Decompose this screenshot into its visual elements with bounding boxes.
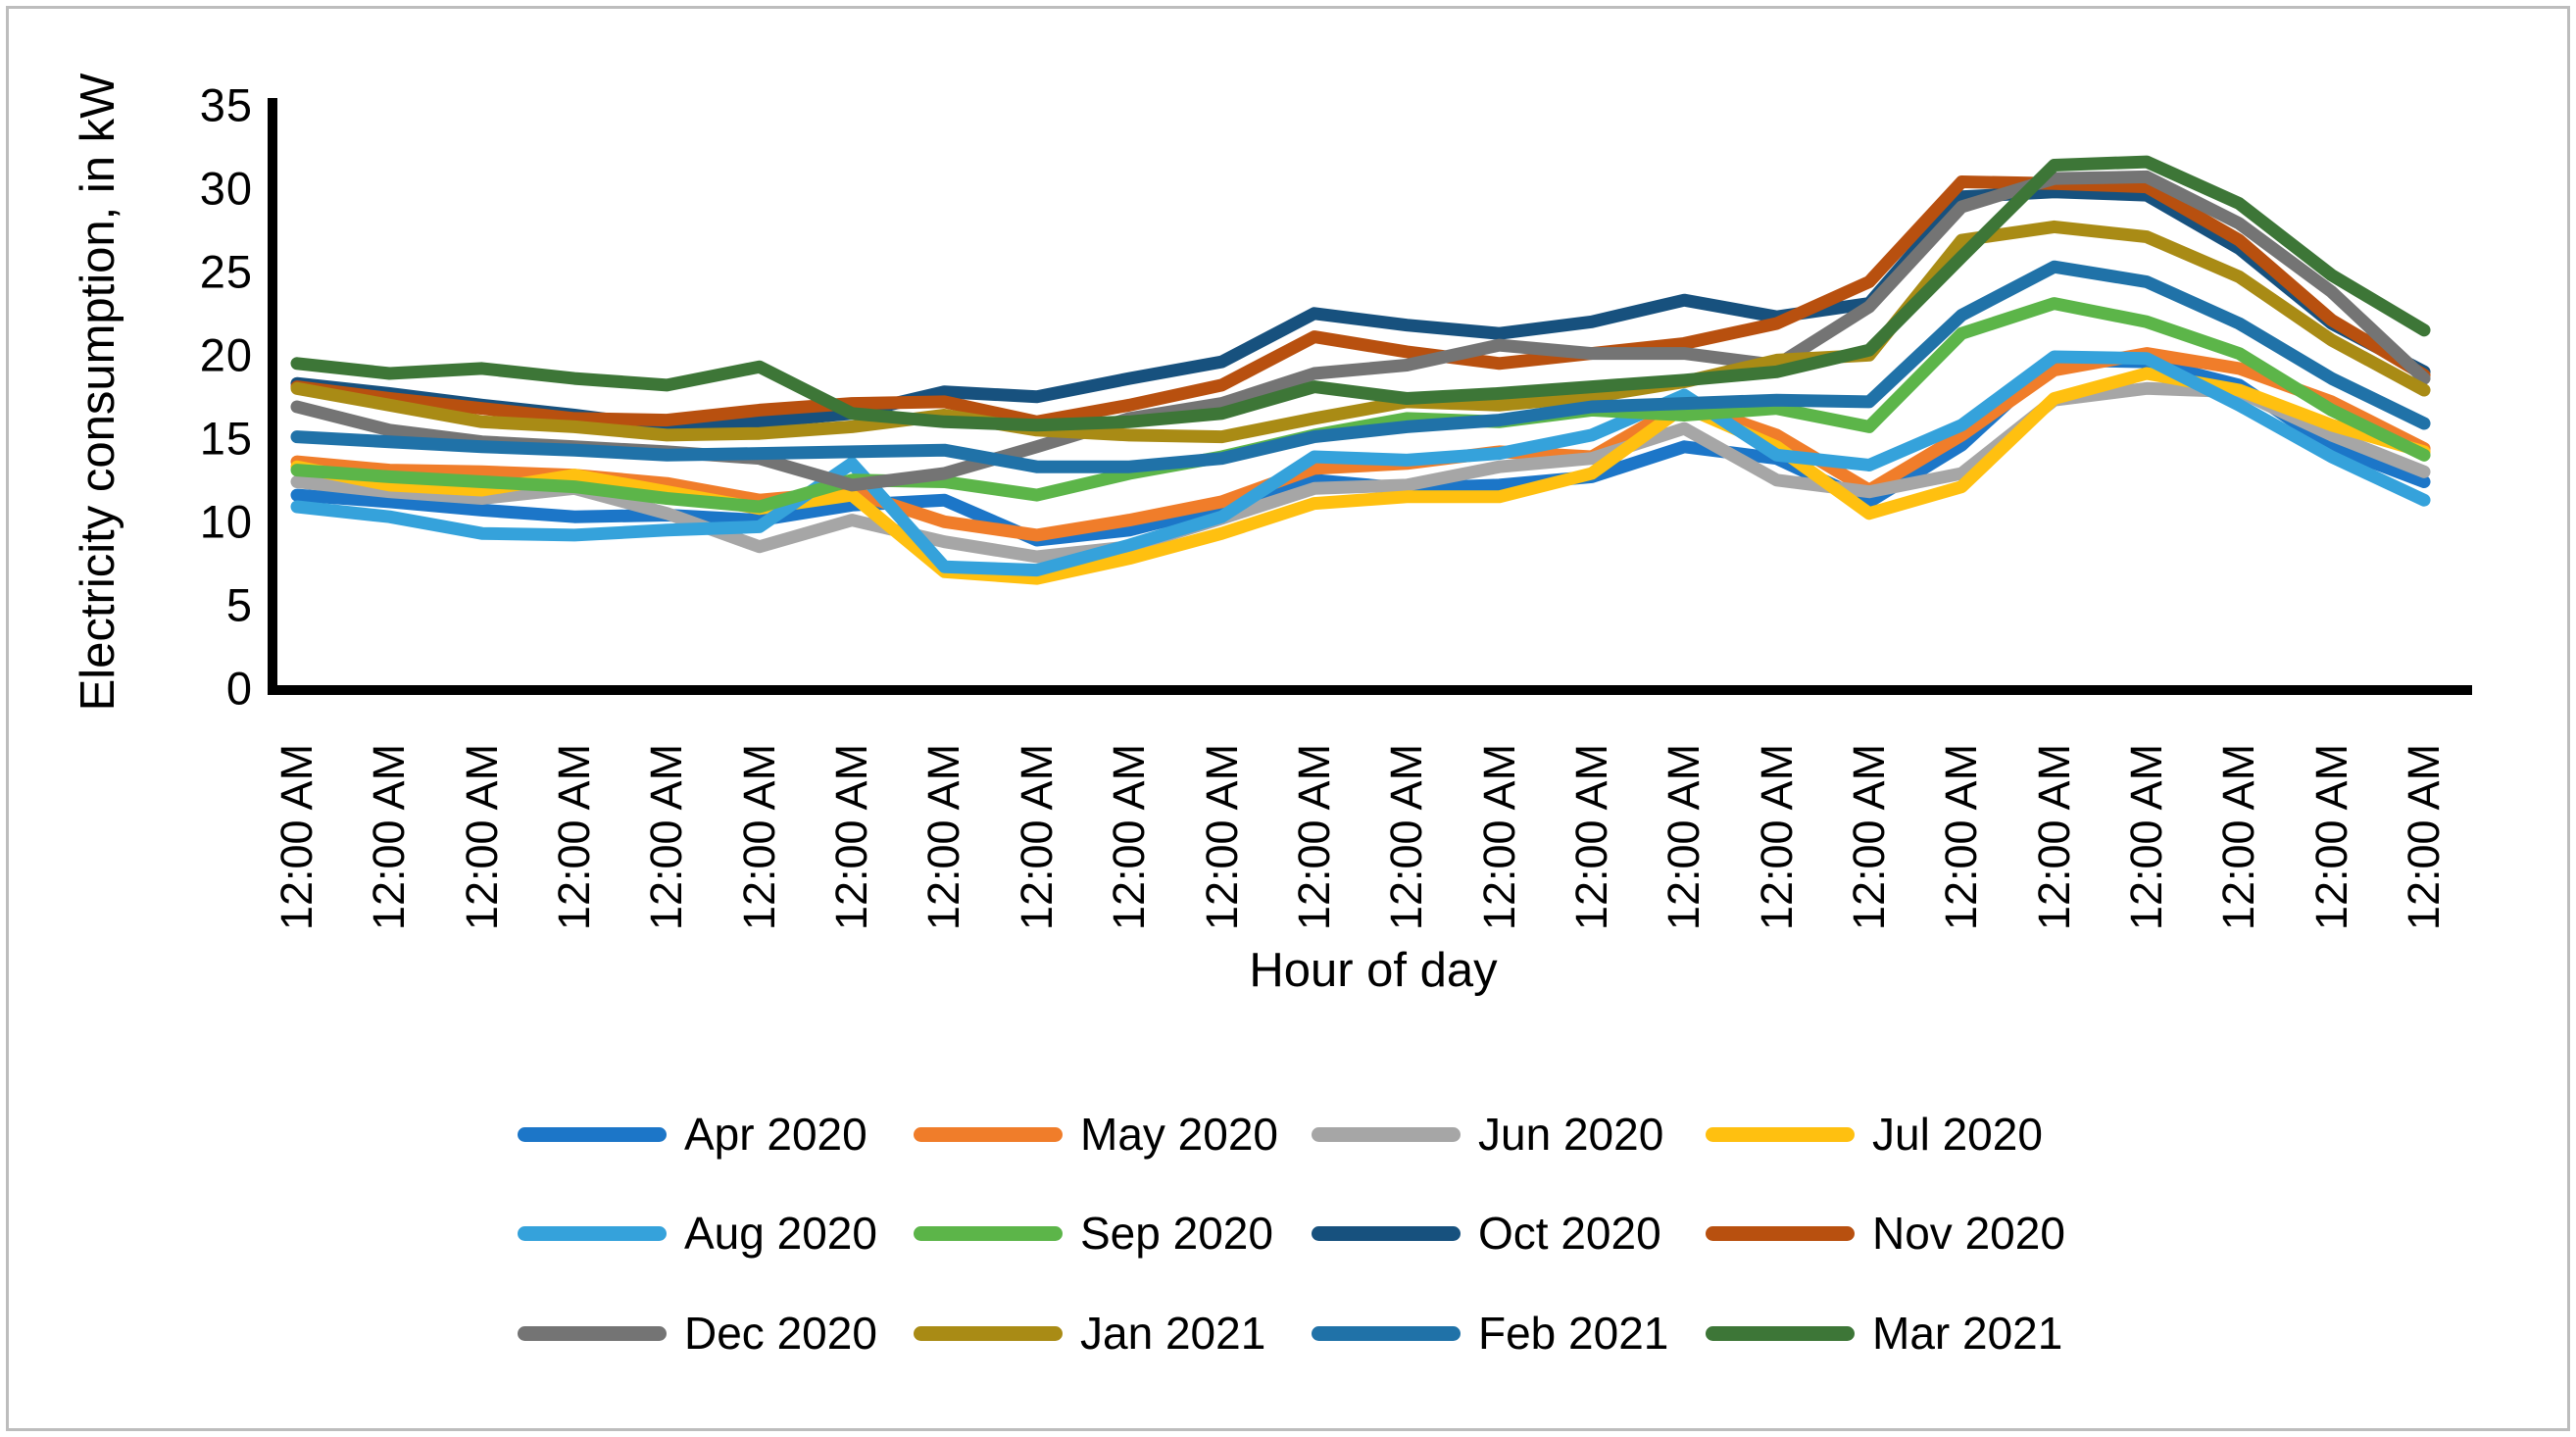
- x-tick-label-20: 12:00 AM: [2121, 743, 2171, 931]
- series-line-may-2020: [290, 347, 2431, 542]
- x-tick-label-2: 12:00 AM: [456, 743, 507, 931]
- x-tick-label-5: 12:00 AM: [733, 743, 784, 931]
- x-tick-label-21: 12:00 AM: [2213, 743, 2264, 931]
- figure-border: [6, 6, 2570, 1431]
- x-axis-line: [268, 685, 2472, 695]
- x-tick-label-18: 12:00 AM: [1936, 743, 1987, 931]
- legend-swatch-icon: [1312, 1126, 1461, 1142]
- legend-label: Jul 2020: [1872, 1109, 2043, 1160]
- series-line-mar-2021: [290, 155, 2431, 432]
- y-tick-label-10: 10: [199, 495, 253, 548]
- legend-item-mar-2021: Mar 2021: [1706, 1308, 2063, 1359]
- y-tick-label-25: 25: [199, 245, 253, 298]
- x-tick-label-1: 12:00 AM: [364, 743, 415, 931]
- series-line-jan-2021: [290, 220, 2431, 444]
- legend-label: Apr 2020: [684, 1109, 867, 1160]
- x-tick-label-10: 12:00 AM: [1196, 743, 1247, 931]
- legend-label: Oct 2020: [1478, 1208, 1661, 1259]
- y-tick-label-30: 30: [199, 162, 253, 215]
- x-tick-label-19: 12:00 AM: [2028, 743, 2079, 931]
- x-tick-label-12: 12:00 AM: [1381, 743, 1432, 931]
- x-tick-label-15: 12:00 AM: [1659, 743, 1709, 931]
- x-tick-label-17: 12:00 AM: [1843, 743, 1894, 931]
- legend-swatch-icon: [518, 1126, 667, 1142]
- legend-label: Aug 2020: [684, 1208, 877, 1259]
- legend-swatch-icon: [1312, 1225, 1461, 1241]
- legend-swatch-icon: [1312, 1325, 1461, 1341]
- legend-item-sep-2020: Sep 2020: [914, 1208, 1273, 1259]
- legend-label: May 2020: [1080, 1109, 1279, 1160]
- legend-label: Nov 2020: [1872, 1208, 2065, 1259]
- x-tick-label-8: 12:00 AM: [1011, 743, 1062, 931]
- legend-item-apr-2020: Apr 2020: [518, 1109, 867, 1160]
- x-tick-label-3: 12:00 AM: [549, 743, 600, 931]
- legend-item-oct-2020: Oct 2020: [1312, 1208, 1661, 1259]
- legend-swatch-icon: [518, 1325, 667, 1341]
- y-tick-label-35: 35: [199, 78, 253, 131]
- legend-swatch-icon: [1706, 1225, 1855, 1241]
- x-axis-title: Hour of day: [1249, 944, 1498, 997]
- y-tick-label-5: 5: [225, 578, 253, 631]
- x-tick-label-13: 12:00 AM: [1473, 743, 1524, 931]
- legend-swatch-icon: [1706, 1325, 1855, 1341]
- x-tick-label-16: 12:00 AM: [1751, 743, 1802, 931]
- x-tick-label-11: 12:00 AM: [1288, 743, 1339, 931]
- legend-item-aug-2020: Aug 2020: [518, 1208, 877, 1259]
- legend-item-feb-2021: Feb 2021: [1312, 1308, 1669, 1359]
- legend-label: Feb 2021: [1478, 1308, 1669, 1359]
- legend-item-jun-2020: Jun 2020: [1312, 1109, 1664, 1160]
- legend-swatch-icon: [1706, 1126, 1855, 1142]
- legend-item-may-2020: May 2020: [914, 1109, 1279, 1160]
- series-line-feb-2021: [290, 260, 2431, 473]
- legend-swatch-icon: [914, 1325, 1063, 1341]
- x-tick-label-0: 12:00 AM: [272, 743, 322, 931]
- legend-swatch-icon: [914, 1126, 1063, 1142]
- x-tick-label-7: 12:00 AM: [918, 743, 969, 931]
- y-tick-label-15: 15: [199, 412, 253, 465]
- y-tick-label-20: 20: [199, 328, 253, 381]
- series-line-jul-2020: [290, 367, 2431, 585]
- x-tick-label-14: 12:00 AM: [1565, 743, 1616, 931]
- legend-label: Sep 2020: [1080, 1208, 1273, 1259]
- legend-swatch-icon: [518, 1225, 667, 1241]
- x-tick-label-9: 12:00 AM: [1104, 743, 1155, 931]
- y-axis-title: Electricity consumption, in kW: [72, 73, 124, 712]
- y-axis-line: [268, 98, 277, 695]
- legend-label: Jan 2021: [1080, 1308, 1266, 1359]
- x-tick-label-23: 12:00 AM: [2399, 743, 2450, 931]
- y-tick-label-0: 0: [225, 662, 253, 715]
- legend-label: Jun 2020: [1478, 1109, 1664, 1160]
- series-line-aug-2020: [290, 350, 2431, 577]
- x-tick-label-4: 12:00 AM: [641, 743, 692, 931]
- x-tick-label-6: 12:00 AM: [826, 743, 877, 931]
- legend-item-nov-2020: Nov 2020: [1706, 1208, 2065, 1259]
- legend-item-jan-2021: Jan 2021: [914, 1308, 1266, 1359]
- series-line-dec-2020: [290, 170, 2431, 492]
- legend-label: Mar 2021: [1872, 1308, 2063, 1359]
- legend-label: Dec 2020: [684, 1308, 877, 1359]
- legend-item-jul-2020: Jul 2020: [1706, 1109, 2043, 1160]
- x-tick-label-22: 12:00 AM: [2305, 743, 2356, 931]
- legend-item-dec-2020: Dec 2020: [518, 1308, 877, 1359]
- legend-swatch-icon: [914, 1225, 1063, 1241]
